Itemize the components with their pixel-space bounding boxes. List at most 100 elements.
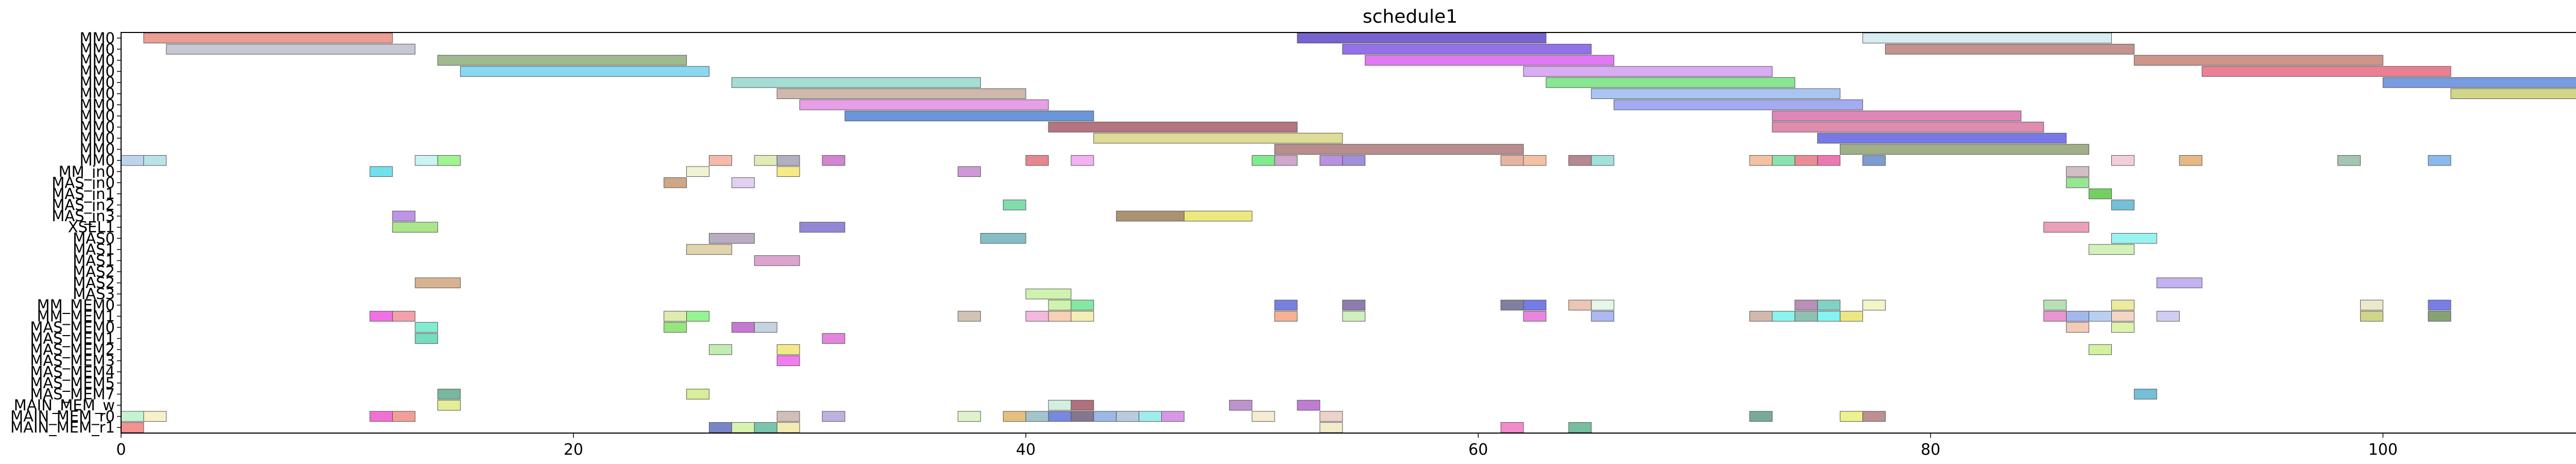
bars-layer	[121, 32, 2576, 433]
gantt-bar	[731, 177, 755, 188]
gantt-bar	[2089, 344, 2112, 355]
gantt-bar	[1500, 155, 1524, 166]
gantt-bar	[2133, 389, 2157, 400]
gantt-bar	[1048, 122, 1298, 132]
gantt-bar	[1003, 200, 1026, 210]
gantt-bar	[1274, 311, 1298, 322]
gantt-bar	[776, 155, 800, 166]
y-tick-label: MAS_MEM3	[30, 352, 115, 370]
x-ticks: 0 20 40 60 80 100	[116, 433, 2398, 459]
y-tick-label: MM0	[80, 129, 115, 147]
y-tick-label: MM_MEM0	[37, 296, 115, 314]
gantt-bar	[1048, 400, 1072, 411]
gantt-bar	[776, 88, 1026, 100]
y-tick-label: XSEL1	[68, 219, 115, 236]
gantt-bar	[1003, 411, 1026, 422]
gantt-bar	[437, 389, 461, 400]
gantt-bar	[1794, 311, 1818, 322]
gantt-bar	[1817, 300, 1841, 311]
y-tick-label: MM0	[80, 107, 115, 125]
gantt-bar	[754, 422, 777, 433]
gantt-bar	[980, 233, 1026, 244]
x-tick-label: 60	[1468, 441, 1488, 459]
gantt-bar	[1274, 300, 1298, 311]
y-ticks: MM0MM0MM0MM0MM0MM0MM0MM0MM0MM0MM0MM0MM_i…	[10, 29, 121, 436]
gantt-bar	[166, 44, 416, 55]
gantt-bar	[415, 333, 438, 344]
gantt-bar	[2179, 155, 2202, 166]
gantt-bar	[664, 177, 687, 188]
gantt-bar	[1614, 100, 1863, 110]
gantt-bar	[754, 255, 800, 266]
gantt-bar	[776, 344, 800, 355]
gantt-bar	[392, 311, 416, 322]
gantt-bar	[460, 66, 709, 77]
gantt-bar	[2043, 300, 2067, 311]
chart-title: schedule1	[1363, 6, 1458, 27]
gantt-bar	[731, 322, 755, 333]
gantt-bar	[1840, 411, 1863, 422]
gantt-bar	[1342, 44, 1592, 55]
gantt-bar	[1093, 411, 1117, 422]
gantt-bar	[2066, 311, 2090, 322]
gantt-bar	[121, 411, 144, 422]
y-tick-label: MAS_in2	[52, 196, 115, 214]
gantt-bar	[686, 244, 732, 255]
gantt-bar	[2111, 200, 2134, 210]
gantt-bar	[2156, 277, 2202, 288]
gantt-bar	[2450, 88, 2576, 100]
gantt-bar	[143, 32, 393, 44]
y-tick-label: MM0	[80, 118, 115, 136]
gantt-bar	[415, 322, 438, 333]
gantt-bar	[1297, 400, 1320, 411]
gantt-bar	[1862, 411, 1886, 422]
gantt-bar	[369, 166, 393, 177]
gantt-bar	[1749, 411, 1773, 422]
gantt-bar	[708, 422, 732, 433]
gantt-bar	[754, 322, 777, 333]
y-tick-label: MAS_MEM0	[30, 319, 115, 336]
gantt-bar	[437, 55, 687, 66]
y-tick-label: MAS_MEM2	[30, 341, 115, 358]
y-tick-label: MAS_MEM7	[30, 385, 115, 403]
gantt-bar	[1772, 311, 1795, 322]
y-tick-label: MAS_in3	[52, 207, 115, 225]
gantt-bar	[1183, 210, 1252, 222]
gantt-bar	[957, 311, 981, 322]
gantt-bar	[1568, 155, 1592, 166]
gantt-bar	[1048, 300, 1072, 311]
x-tick-label: 80	[1921, 441, 1940, 459]
gantt-bar	[2111, 300, 2134, 311]
gantt-bar	[2066, 322, 2090, 333]
gantt-bar	[2382, 77, 2576, 88]
gantt-bar	[2156, 311, 2180, 322]
gantt-bar	[1071, 411, 1094, 422]
gantt-bar	[1048, 411, 1072, 422]
gantt-bar	[1116, 210, 1184, 222]
gantt-bar	[1840, 144, 2090, 155]
gantt-bar	[731, 422, 755, 433]
gantt-bar	[2111, 322, 2134, 333]
gantt-bar	[957, 166, 981, 177]
y-tick-label: MAS1	[73, 241, 115, 258]
gantt-bar	[1840, 311, 1863, 322]
y-tick-label: MM0	[80, 29, 115, 47]
gantt-bar	[1568, 422, 1592, 433]
y-tick-label: MAIN_MEM_r0	[10, 408, 115, 425]
gantt-bar	[1297, 32, 1547, 44]
gantt-bar	[1025, 155, 1049, 166]
gantt-bar	[2111, 233, 2157, 244]
gantt-bar	[369, 311, 393, 322]
gantt-bar	[415, 155, 438, 166]
gantt-bar	[2043, 311, 2067, 322]
gantt-bar	[754, 155, 777, 166]
x-tick-label: 0	[116, 441, 126, 459]
gantt-bar	[1251, 411, 1275, 422]
gantt-bar	[2133, 55, 2383, 66]
y-tick-label: MM0	[80, 152, 115, 169]
gantt-bar	[1772, 110, 2022, 122]
gantt-bar	[1591, 88, 1841, 100]
plot-frame	[121, 32, 2576, 434]
gantt-bar	[776, 422, 800, 433]
gantt-bar	[686, 389, 709, 400]
